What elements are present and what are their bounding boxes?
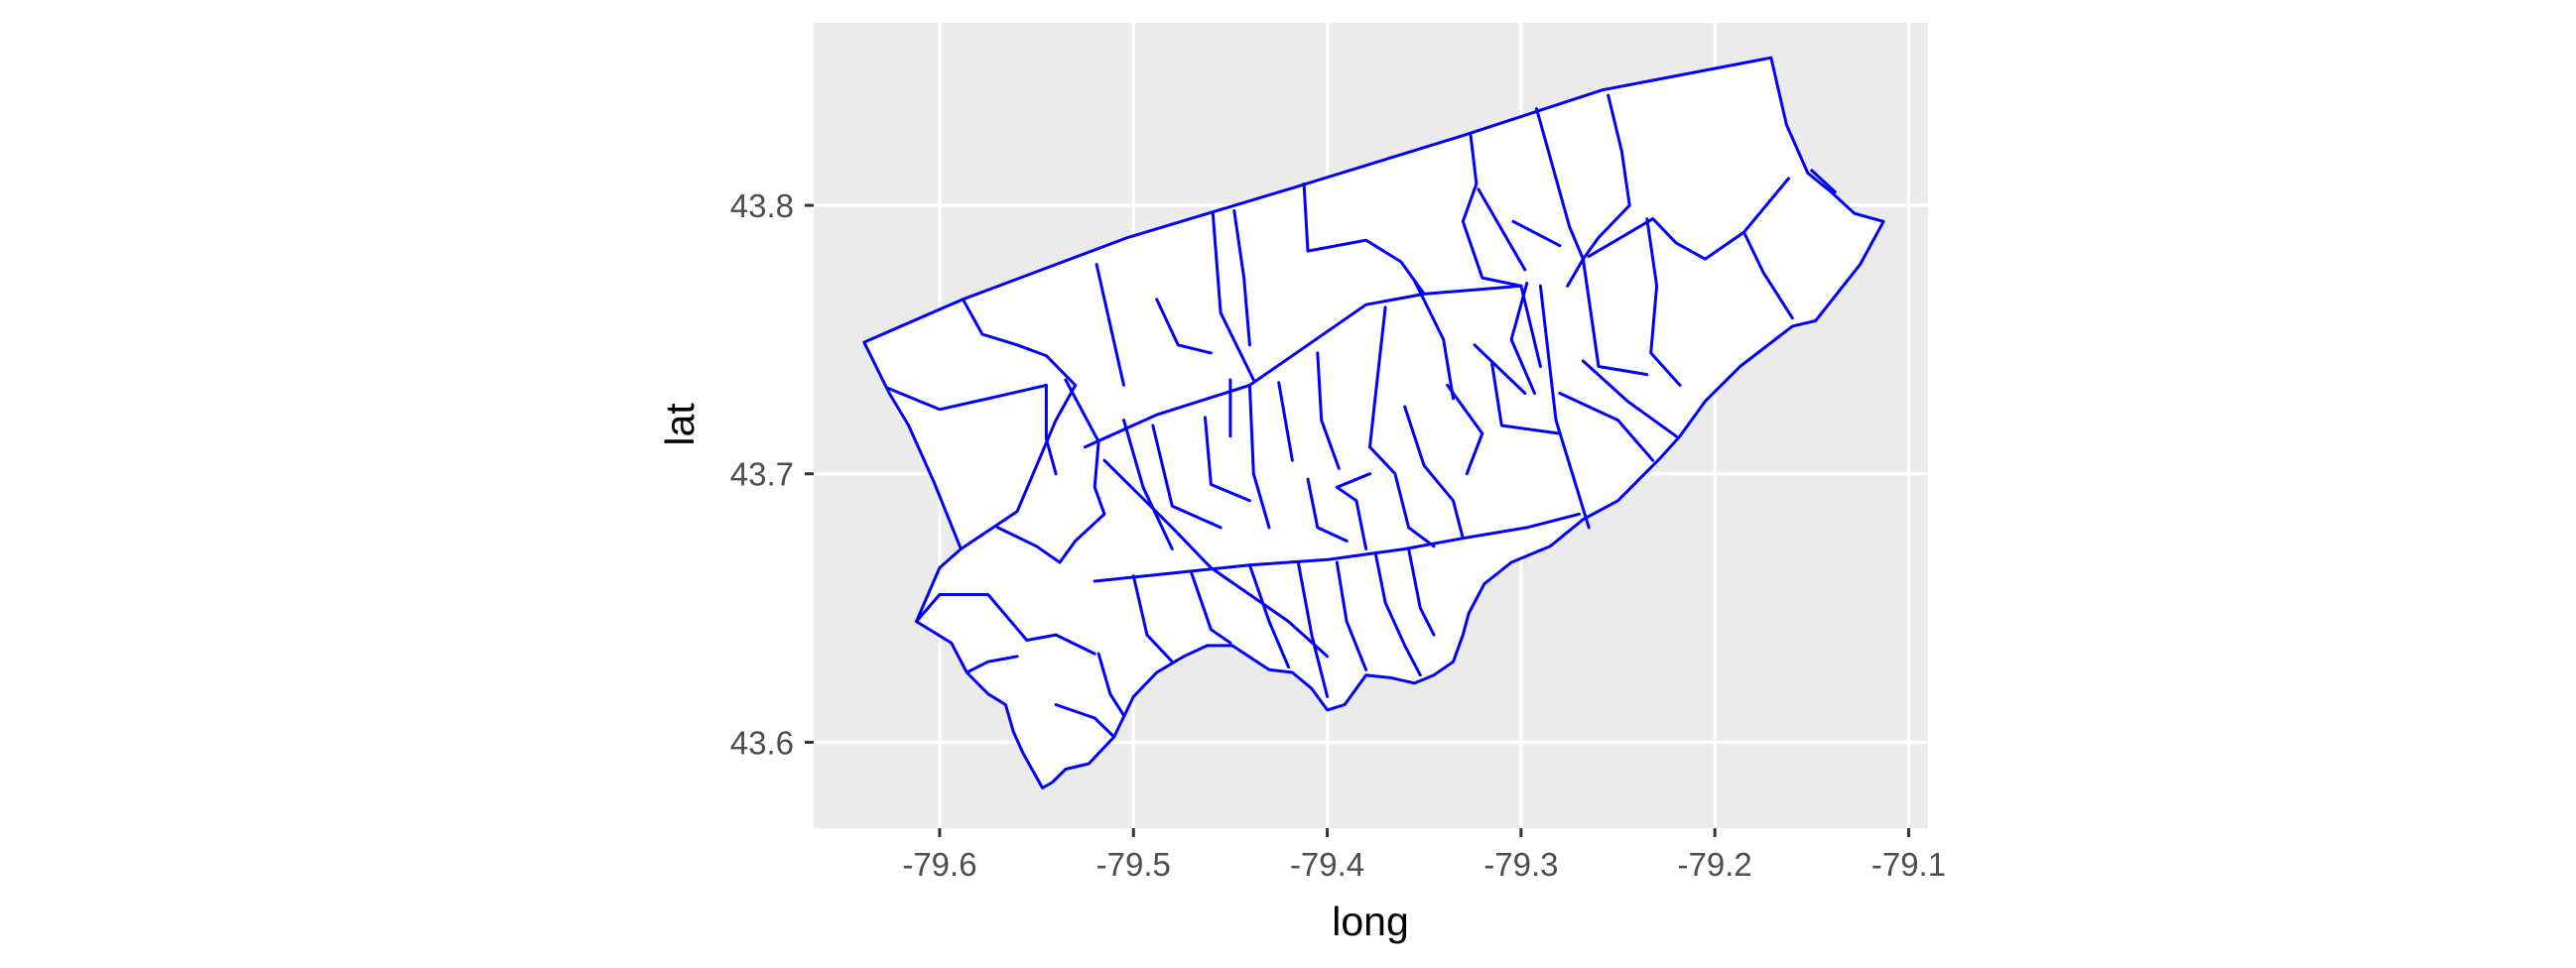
neighbourhood-boundary [1412,279,1455,401]
neighbourhood-boundary [1535,107,1585,261]
y-tick-label: 43.6 [730,724,794,761]
y-tick-label: 43.7 [730,456,794,493]
neighbourhood-boundary [1473,343,1527,395]
neighbourhood-boundary [1247,563,1290,669]
neighbourhood-boundary [1461,134,1523,288]
neighbourhood-boundary [1102,458,1330,659]
neighbourhood-boundary [1096,652,1125,717]
neighbourhood-boundary [1151,424,1223,530]
neighbourhood-boundary [915,593,1096,656]
neighbourhood-boundary [1477,187,1527,272]
neighbourhood-boundary [1296,560,1330,698]
neighbourhood-boundary [1058,378,1106,564]
neighbourhood-boundary [1093,512,1581,583]
x-tick-label: -79.6 [902,846,976,883]
neighbourhood-boundary [1407,547,1436,637]
neighbourhood-boundary [1277,381,1294,462]
neighbourhood-boundary [1155,298,1213,355]
x-tick-label: -79.3 [1483,846,1558,883]
neighbourhood-boundary [1645,217,1682,387]
x-tick-label: -79.1 [1871,846,1946,883]
neighbourhood-boundary [1054,703,1116,739]
neighbourhood-boundary [1519,284,1542,368]
neighbourhood-boundary [1368,305,1387,449]
neighbourhood-boundary [885,383,1048,412]
neighbourhood-boundary [1490,362,1562,435]
neighbourhood-boundary [1204,416,1251,503]
x-axis-title: long [1332,899,1409,944]
neighbourhood-boundary [1368,445,1436,548]
x-tick-label: -79.4 [1290,846,1364,883]
y-tick-label: 43.8 [730,187,794,224]
neighbourhood-boundary [961,298,1078,387]
neighbourhood-boundary [1558,392,1655,462]
neighbourhood-boundary [1316,351,1341,470]
city-map [862,56,1885,789]
neighbourhood-boundary [1190,571,1232,645]
neighbourhood-boundary [1810,169,1837,193]
neighbourhood-boundary [1044,383,1058,476]
neighbourhood-boundary [1566,93,1631,288]
neighbourhood-boundary [959,383,1078,550]
neighbourhood-boundary [1581,257,1649,377]
neighbourhood-boundary [1587,177,1790,261]
neighbourhood-boundary [1131,574,1174,664]
neighbourhood-boundary [1232,209,1251,347]
neighbourhood-boundary [1335,472,1371,550]
y-axis-title: lat [657,403,703,446]
neighbourhood-boundary [1302,182,1426,296]
neighbourhood-boundary [1403,405,1465,541]
neighbourhood-boundary [1095,263,1125,387]
axes: -79.6 -79.5 -79.4 -79.3 -79.2 -79.1 43.6 43.7 43… [730,187,1946,883]
neighbourhood-boundary [1446,383,1484,476]
x-tick-label: -79.5 [1096,846,1171,883]
neighbourhood-boundary [1335,560,1368,671]
neighbourhood-boundary [1306,477,1349,543]
neighbourhood-boundary [1509,282,1536,395]
neighbourhood-boundary [1211,211,1255,382]
neighbourhood-boundary [1742,230,1794,320]
neighbourhood-boundary [1247,383,1271,530]
neighbourhood-boundary [1373,552,1422,677]
x-tick-label: -79.2 [1678,846,1752,883]
neighbourhood-boundary [1122,419,1174,550]
neighbourhood-boundary [996,526,1062,564]
neighbourhood-boundary [1511,219,1562,248]
neighbourhood-boundary [1581,359,1678,438]
neighbourhood-boundary [965,655,1019,674]
neighbourhood-boundary [1538,284,1591,530]
